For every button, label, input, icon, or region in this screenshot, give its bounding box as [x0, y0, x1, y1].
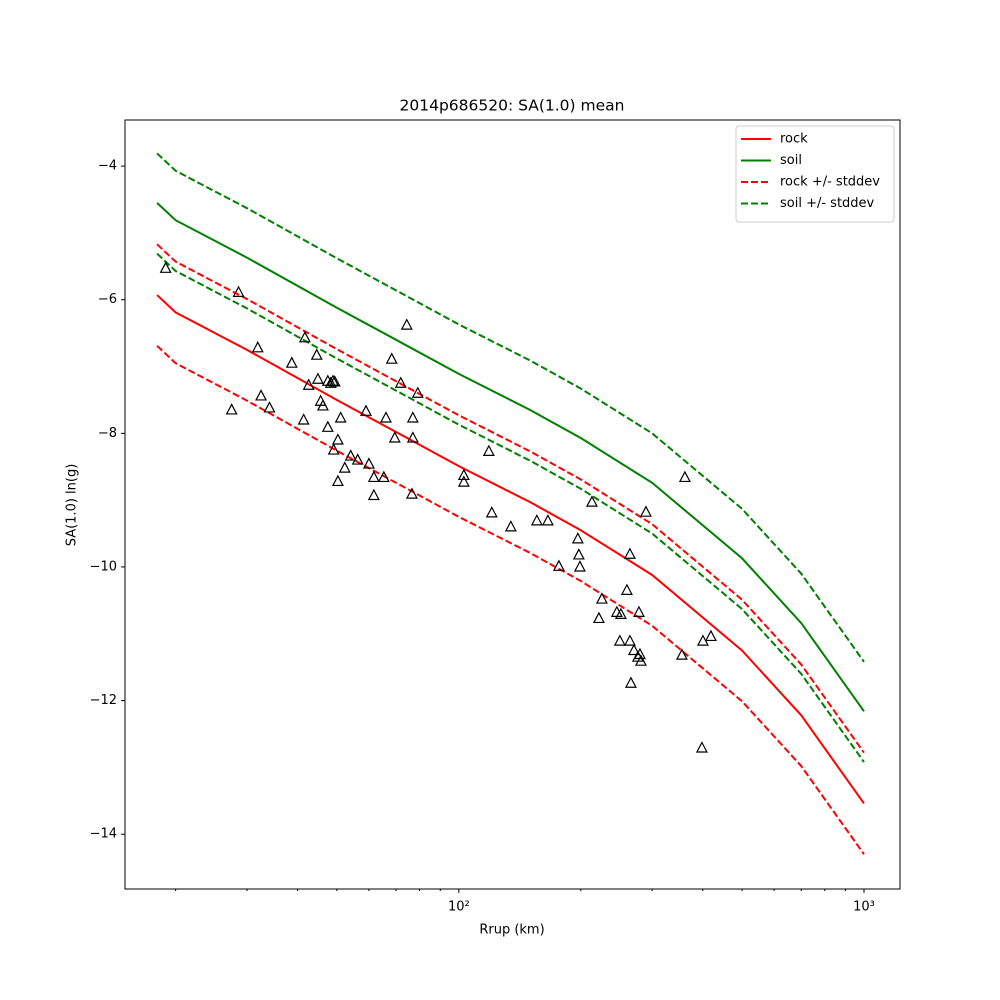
data-point [595, 592, 608, 604]
data-point [311, 372, 324, 384]
data-point [367, 470, 380, 483]
data-point [394, 376, 407, 388]
x-tick-label: 10² [448, 900, 470, 915]
data-point [704, 629, 717, 642]
data-point [328, 375, 341, 387]
data-point [634, 654, 647, 666]
data-point [627, 643, 640, 656]
data-point [255, 389, 268, 401]
data-point [359, 404, 372, 416]
series-line [156, 202, 865, 712]
legend-label: rock [780, 132, 808, 147]
y-tick-label: −8 [98, 426, 117, 441]
data-point [331, 474, 344, 487]
data-point [321, 420, 334, 432]
data-point [400, 318, 413, 330]
data-point [623, 634, 636, 646]
data-point [326, 374, 339, 386]
legend-box [735, 125, 895, 223]
y-tick-label: −6 [98, 292, 117, 307]
data-point [362, 457, 375, 469]
data-point [232, 285, 245, 297]
data-point [310, 348, 323, 360]
data-point [457, 468, 470, 481]
y-tick-label: −12 [90, 693, 117, 708]
data-point [613, 634, 626, 646]
data-point [406, 411, 419, 423]
data-point [388, 431, 401, 443]
data-point [632, 605, 645, 618]
data-point [338, 461, 351, 473]
data-point [571, 532, 584, 544]
data-point [385, 352, 398, 364]
data-point [316, 399, 329, 411]
data-point [530, 514, 543, 526]
data-point [639, 505, 652, 517]
data-point [504, 520, 517, 532]
data-point [285, 356, 298, 368]
data-point [225, 403, 238, 415]
data-point [411, 386, 424, 398]
y-axis-label: SA(1.0) ln(g) [65, 464, 80, 547]
data-point [331, 433, 344, 445]
data-point [624, 676, 637, 688]
data-point [678, 470, 691, 483]
data-point [263, 401, 276, 413]
y-tick-label: −14 [90, 827, 117, 842]
series-line [156, 345, 865, 855]
series-line [156, 252, 865, 763]
data-point [585, 495, 598, 507]
data-point [675, 648, 688, 660]
data-point [297, 413, 310, 425]
legend-label: soil +/- stddev [780, 196, 875, 211]
data-point [302, 378, 315, 390]
data-point [592, 611, 605, 624]
data-point [541, 514, 554, 526]
x-tick-label: 10³ [853, 900, 875, 915]
data-point [327, 443, 340, 455]
data-point [379, 411, 392, 423]
data-point [485, 506, 498, 518]
x-axis-label: Rrup (km) [479, 923, 544, 938]
data-point [614, 607, 627, 620]
data-point [251, 341, 264, 353]
data-point [351, 453, 364, 465]
data-point [695, 741, 708, 753]
data-point [298, 331, 311, 343]
data-point [406, 431, 419, 443]
data-point [344, 449, 357, 461]
data-point [159, 261, 172, 273]
series-line [156, 294, 865, 805]
data-point [405, 487, 418, 499]
chart-title: 2014p686520: SA(1.0) mean [400, 97, 625, 115]
y-tick-label: −4 [98, 159, 117, 174]
data-point [620, 583, 633, 595]
data-point [334, 411, 347, 423]
data-point [623, 547, 636, 559]
data-point [377, 470, 390, 483]
data-point [457, 475, 470, 487]
series-line [156, 152, 865, 663]
data-point [573, 560, 586, 572]
axes-frame [124, 119, 901, 890]
data-point [552, 559, 565, 571]
data-point [572, 548, 585, 560]
y-tick-label: −10 [90, 559, 117, 574]
data-point [367, 488, 380, 501]
legend-label: soil [780, 153, 802, 168]
data-point [324, 376, 337, 388]
data-point [482, 444, 495, 456]
legend-label: rock +/- stddev [780, 175, 880, 190]
